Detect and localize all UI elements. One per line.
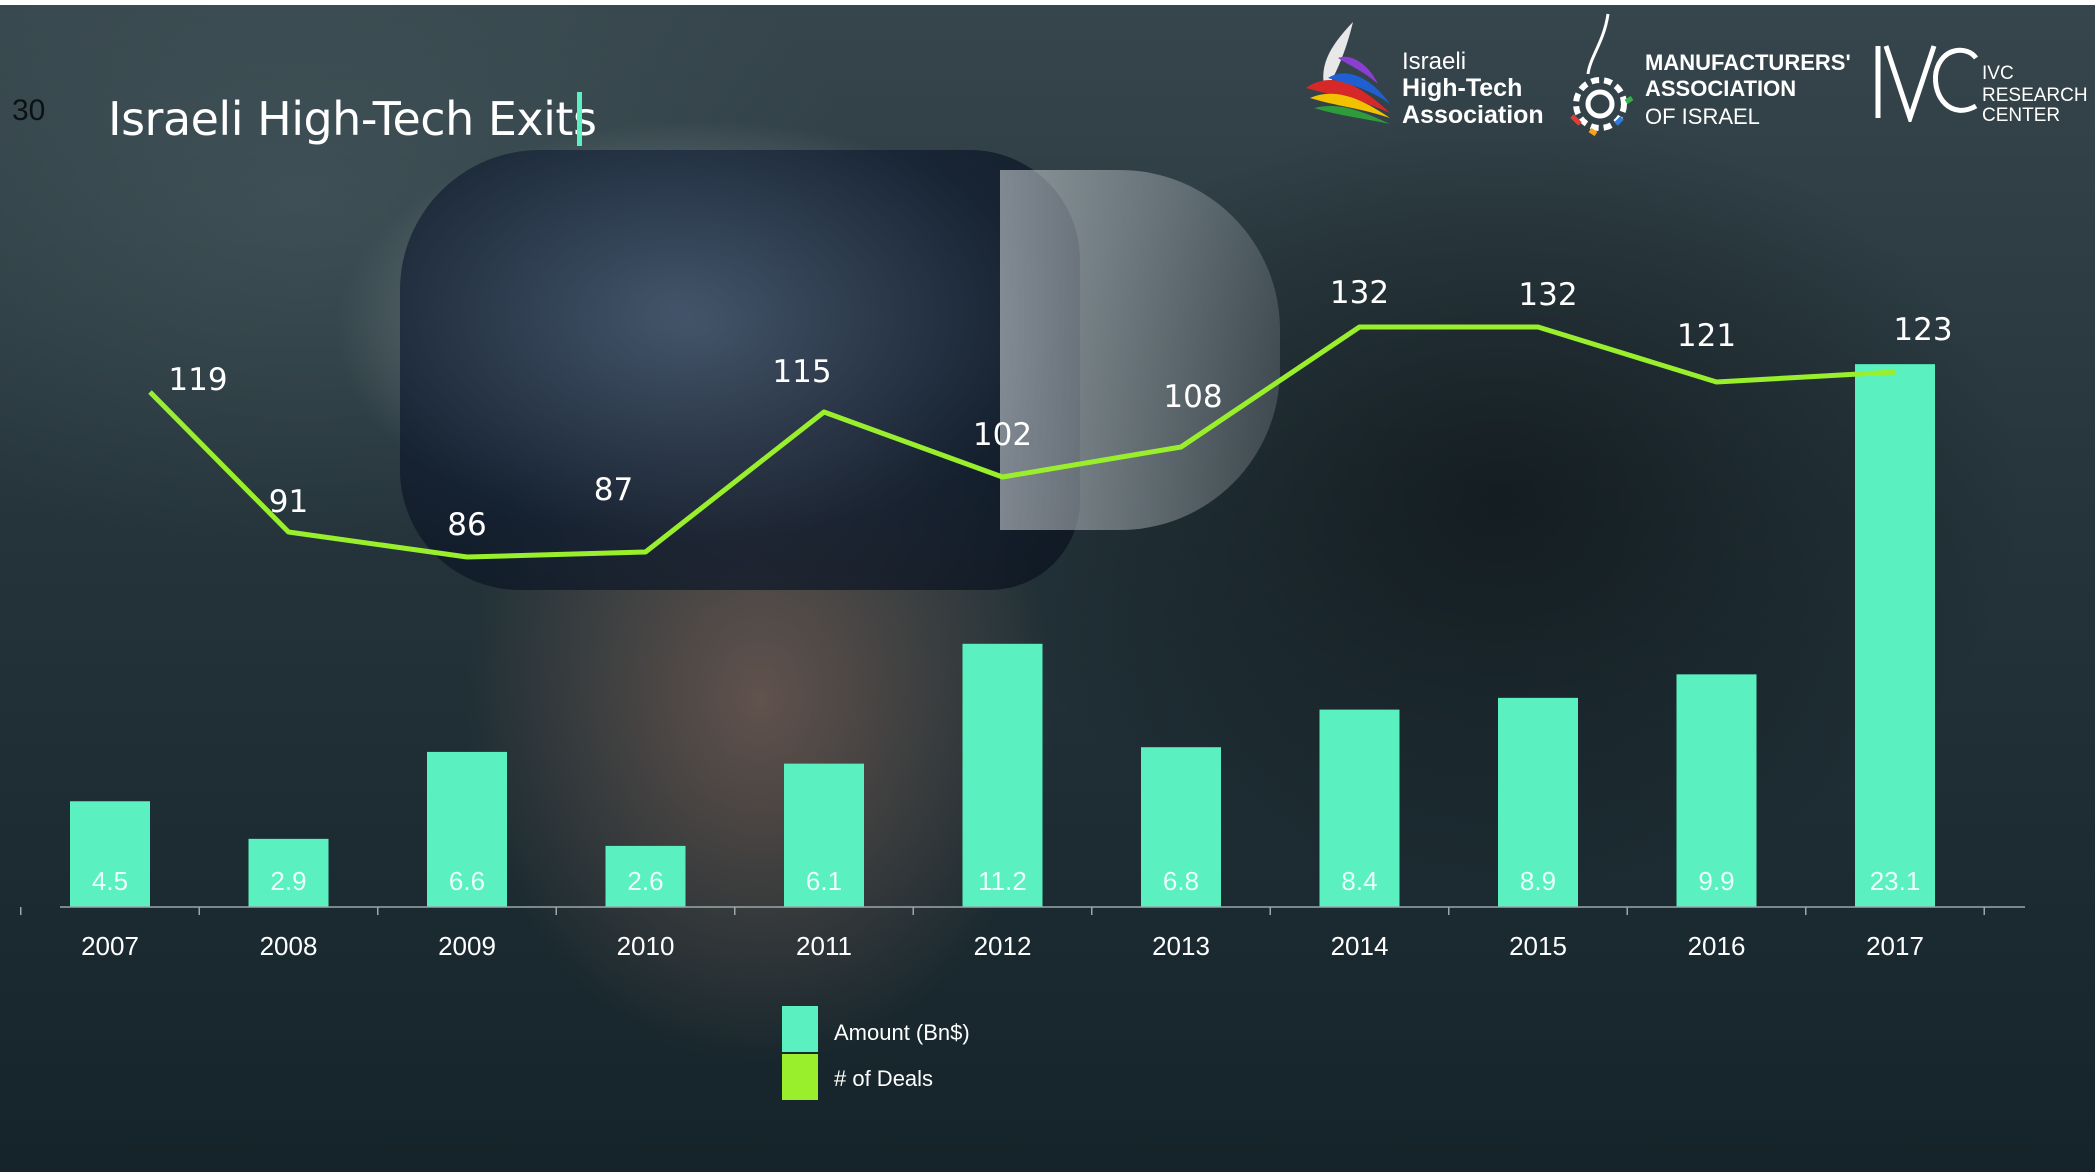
ivc-monogram-logo-icon (1875, 45, 1979, 122)
deals-value-label: 123 (1893, 312, 1952, 348)
x-tick-label: 2008 (260, 931, 318, 961)
x-axis: 2007 2008 2009 2010 2011 2012 2013 2014 2015 2016… (20, 906, 2025, 961)
bar-value-label: 2.6 (627, 866, 663, 896)
chart-title: Israeli High-Tech Exits (108, 92, 597, 146)
bar-2017 (1855, 364, 1935, 907)
bar-2016 (1676, 674, 1757, 907)
bar-value-label: 6.6 (449, 866, 485, 896)
deals-value-label: 108 (1163, 379, 1222, 415)
page-number: 30 (12, 94, 46, 127)
bar-value-label: 8.4 (1341, 866, 1377, 896)
x-tick-label: 2013 (1152, 931, 1210, 961)
x-tick-label: 2015 (1509, 931, 1567, 961)
bar-2011 (784, 763, 864, 907)
bar-value-label: 11.2 (978, 866, 1027, 896)
x-tick-label: 2010 (617, 931, 675, 961)
bar-2010 (605, 845, 686, 907)
deals-line-layer: 119 91 86 87 115 102 108 132 132 121 123 (148, 275, 1953, 560)
deals-value-label: 119 (168, 362, 227, 398)
legend-label-amount: Amount (Bn$) (834, 1020, 970, 1045)
legend-swatch-deals (782, 1054, 818, 1100)
bar-2014 (1319, 709, 1400, 907)
bar-2013 (1141, 747, 1221, 907)
title-accent-bar (577, 92, 582, 146)
legend: Amount (Bn$) # of Deals (782, 1006, 1082, 1106)
deals-value-label: 132 (1518, 277, 1577, 313)
bar-value-label: 6.1 (806, 866, 842, 896)
bar-value-label: 6.8 (1163, 866, 1199, 896)
bar-2015 (1498, 697, 1578, 907)
x-tick-label: 2016 (1688, 931, 1746, 961)
iha-logo-line3: Association (1402, 101, 1544, 129)
mai-logo-line1: MANUFACTURERS' (1645, 50, 1851, 75)
ivc-logo-line2: RESEARCH (1982, 85, 2088, 106)
x-tick-label: 2014 (1331, 931, 1389, 961)
flame-ribbon-logo-icon (1306, 22, 1390, 124)
bar-2007 (70, 801, 150, 907)
iha-logo-line1: Israeli (1402, 48, 1467, 75)
bar-value-label: 23.1 (1870, 866, 1921, 896)
x-tick-label: 2012 (974, 931, 1032, 961)
x-tick-label: 2017 (1866, 931, 1924, 961)
x-tick-label: 2009 (438, 931, 496, 961)
frame-border-top (0, 0, 2100, 5)
bar-2009 (427, 751, 507, 907)
bar-2012 (962, 643, 1043, 907)
vr-headset-image (400, 150, 1080, 590)
bar-value-label: 2.9 (270, 866, 306, 896)
bar-value-label: 8.9 (1520, 866, 1556, 896)
legend-label-deals: # of Deals (834, 1066, 934, 1091)
deals-value-label: 115 (772, 354, 831, 390)
deals-value-label: 132 (1330, 275, 1389, 311)
bar-2008 (248, 838, 329, 907)
bar-value-label: 9.9 (1698, 866, 1734, 896)
x-tick-label: 2011 (796, 931, 852, 961)
legend-swatch-amount (782, 1006, 818, 1052)
deals-value-label: 86 (447, 507, 486, 543)
bars-layer: 4.5 2.9 6.6 2.6 6.1 11.2 6.8 8.4 8.9 9.9 23.1 (70, 364, 1935, 907)
iha-logo-line2: High-Tech (1402, 74, 1523, 102)
deals-value-label: 102 (973, 417, 1032, 453)
gear-drop-logo-icon (1570, 13, 1634, 137)
deals-value-label: 91 (269, 484, 308, 520)
deals-value-label: 121 (1677, 318, 1736, 354)
deals-value-label: 87 (594, 472, 633, 508)
x-tick-label: 2007 (81, 931, 139, 961)
frame-border-right (2095, 0, 2100, 1172)
ivc-logo-line3: CENTER (1982, 105, 2061, 126)
mai-logo-line2: ASSOCIATION (1645, 76, 1797, 101)
bar-value-label: 4.5 (92, 866, 128, 896)
ivc-logo-line1: IVC (1982, 63, 2014, 84)
mai-logo-line3: OF ISRAEL (1645, 104, 1760, 129)
